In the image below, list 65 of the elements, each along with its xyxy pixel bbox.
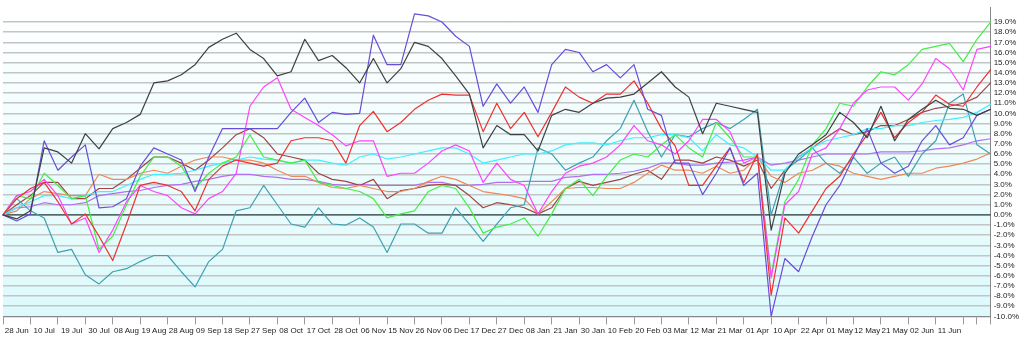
x-tick-label: 21 Mar [717, 326, 743, 336]
y-tick-label: -1.0% [993, 220, 1015, 230]
x-tick-label: 03 Mar [662, 326, 688, 336]
x-tick-label: 22 Apr [800, 326, 825, 336]
y-tick-label: 9.0% [993, 118, 1012, 128]
y-tick-label: -9.0% [993, 301, 1015, 311]
x-tick-label: 08 Oct [279, 326, 304, 336]
x-tick-label: 11 Jun [937, 326, 962, 336]
x-tick-label: 19 Aug [141, 326, 167, 336]
x-tick-label: 08 Jan [525, 326, 550, 336]
y-tick-label: 19.0% [993, 17, 1017, 27]
y-tick-label: 11.0% [993, 98, 1016, 108]
x-tick-label: 21 May [881, 326, 908, 336]
x-tick-label: 27 Sep [250, 326, 277, 336]
y-tick-label: 17.0% [993, 37, 1017, 47]
y-tick-label: 1.0% [993, 199, 1012, 209]
y-tick-label: 18.0% [993, 27, 1017, 37]
y-tick-label: 13.0% [993, 78, 1017, 88]
y-tick-label: 12.0% [993, 88, 1017, 98]
y-tick-label: -10.0% [993, 311, 1020, 321]
y-tick-label: -4.0% [993, 250, 1015, 260]
y-tick-label: 15.0% [993, 57, 1017, 67]
x-tick-label: 10 Apr [773, 326, 797, 336]
x-tick-label: 02 Jun [910, 326, 935, 336]
y-tick-label: -7.0% [993, 281, 1015, 291]
y-tick-label: 7.0% [993, 139, 1012, 149]
x-tick-label: 12 May [854, 326, 881, 336]
x-tick-label: 17 Dec [470, 326, 496, 336]
y-tick-label: 4.0% [993, 169, 1012, 179]
x-tick-label: 26 Nov [415, 326, 441, 336]
y-tick-label: 3.0% [993, 179, 1012, 189]
y-tick-label: -3.0% [993, 240, 1015, 250]
y-tick-label: -2.0% [993, 230, 1015, 240]
x-tick-label: 28 Aug [168, 326, 194, 336]
y-tick-label: 0.0% [993, 210, 1012, 220]
x-tick-label: 12 Mar [690, 326, 716, 336]
x-tick-label: 01 May [826, 326, 853, 336]
x-tick-label: 06 Nov [360, 326, 387, 336]
y-tick-label: 10.0% [993, 108, 1017, 118]
x-tick-label: 18 Sep [223, 326, 250, 336]
y-tick-label: -6.0% [993, 271, 1015, 280]
x-tick-label: 20 Feb [635, 326, 661, 336]
x-tick-label: 27 Dec [497, 326, 524, 336]
x-tick-label: 06 Dec [442, 326, 469, 336]
x-tick-label: 10 Jul [33, 326, 56, 336]
x-tick-label: 09 Sep [196, 326, 222, 336]
y-tick-label: 8.0% [993, 128, 1012, 138]
x-tick-label: 30 Jul [88, 326, 110, 336]
x-tick-label: 28 Oct [334, 326, 359, 336]
y-tick-label: -5.0% [993, 260, 1015, 270]
x-tick-label: 17 Oct [306, 326, 332, 336]
x-tick-label: 28 Jun [4, 326, 29, 336]
y-tick-label: 2.0% [993, 189, 1012, 199]
y-tick-label: 6.0% [993, 149, 1012, 159]
x-tick-label: 15 Nov [388, 326, 414, 336]
x-tick-label: 01 Apr [745, 326, 770, 336]
y-tick-label: 14.0% [993, 67, 1017, 77]
x-tick-label: 08 Aug [114, 326, 139, 336]
x-tick-label: 21 Jan [553, 326, 578, 336]
x-tick-label: 30 Jan [580, 326, 605, 336]
x-tick-label: 10 Feb [607, 326, 634, 336]
y-tick-label: 16.0% [993, 47, 1017, 57]
y-tick-label: 5.0% [993, 159, 1012, 169]
x-tick-label: 19 Jul [60, 326, 83, 336]
y-tick-label: -8.0% [993, 291, 1015, 301]
